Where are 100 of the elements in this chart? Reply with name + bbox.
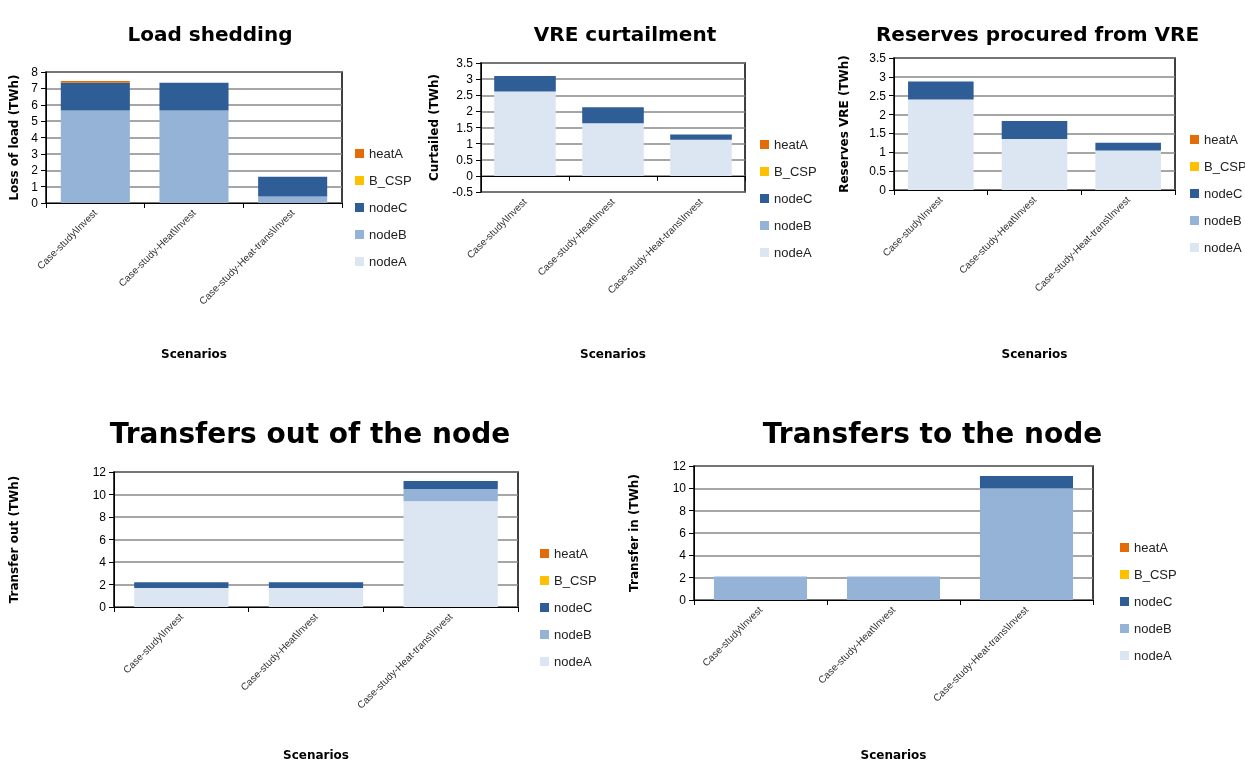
y-tick-label: 6 (31, 97, 39, 112)
chart-title: Load shedding (127, 22, 293, 46)
bar (403, 501, 498, 607)
y-tick-label: 1 (31, 179, 39, 194)
legend-label: heatA (774, 137, 809, 152)
y-tick-label: 3 (31, 146, 39, 161)
y-tick-label: 0 (466, 168, 474, 183)
y-tick-label: 4 (31, 130, 39, 145)
y-tick-label: 6 (679, 526, 687, 540)
legend-label: nodeB (1204, 213, 1242, 228)
bar (582, 123, 644, 176)
y-tick-label: 2 (31, 163, 39, 178)
y-tick-label: 3 (466, 72, 474, 87)
y-tick-label: 4 (679, 548, 687, 563)
y-tick-label: 2 (466, 104, 474, 119)
bar (134, 587, 229, 607)
legend-label: B_CSP (774, 164, 817, 179)
bar (1095, 142, 1161, 151)
y-tick-label: 2 (679, 570, 687, 585)
legend-label: B_CSP (1204, 159, 1245, 174)
legend-label: nodeA (774, 245, 812, 260)
y-axis-title: Transfer out (TWh) (7, 475, 21, 604)
chart-title: VRE curtailment (533, 22, 717, 46)
legend-label: B_CSP (369, 173, 412, 188)
y-tick-label: 0.5 (869, 164, 887, 179)
bar (582, 107, 644, 124)
legend-label: B_CSP (554, 573, 597, 588)
legend-label: nodeA (369, 254, 407, 269)
y-tick-label: 0 (31, 196, 39, 210)
chart-title: Reserves procured from VRE (875, 22, 1200, 46)
y-axis-title: Reserves VRE (TWh) (837, 55, 851, 193)
y-tick-label: 0 (679, 593, 687, 607)
bar (979, 476, 1074, 489)
legend-label: nodeC (369, 200, 408, 215)
legend-label: nodeA (1134, 648, 1172, 663)
y-tick-label: 8 (679, 503, 687, 518)
y-tick-label: 12 (92, 465, 107, 479)
y-tick-label: 8 (99, 510, 107, 524)
bar (134, 582, 229, 588)
legend-label: heatA (554, 546, 589, 561)
bar (403, 488, 498, 502)
y-tick-label: 12 (672, 459, 687, 473)
bar (60, 110, 130, 203)
bar (60, 82, 130, 111)
legend-label: nodeC (554, 600, 593, 615)
legend-label: nodeB (554, 627, 592, 642)
bar (258, 196, 328, 203)
legend-label: nodeB (369, 227, 407, 242)
x-axis-title: Scenarios (580, 347, 646, 361)
legend-label: nodeC (774, 191, 813, 206)
y-tick-label: 3.5 (869, 51, 887, 65)
bar (670, 134, 732, 140)
chart-title: Transfers out of the node (109, 416, 511, 450)
y-tick-label: 0 (99, 600, 107, 614)
bar (1095, 150, 1161, 190)
y-tick-label: 0 (879, 183, 887, 197)
bar (1001, 139, 1068, 190)
y-tick-label: 2.5 (456, 88, 474, 103)
legend-label: heatA (1204, 132, 1239, 147)
bar (268, 587, 364, 607)
y-tick-label: 1 (466, 136, 474, 151)
bar (1001, 120, 1068, 140)
legend-label: nodeA (1204, 240, 1242, 255)
y-tick-label: 1.5 (869, 126, 887, 141)
legend-label: heatA (369, 146, 404, 161)
legend-label: B_CSP (1134, 567, 1177, 582)
x-axis-title: Scenarios (161, 347, 227, 361)
y-tick-label: 1 (879, 145, 887, 160)
legend-label: nodeC (1134, 594, 1173, 609)
y-tick-label: 2 (99, 577, 107, 592)
bar (979, 488, 1074, 600)
x-axis-title: Scenarios (283, 748, 349, 762)
bar (494, 91, 556, 176)
y-tick-label: 6 (99, 532, 107, 547)
y-tick-label: 4 (99, 555, 107, 569)
y-axis-title: Curtailed (TWh) (427, 73, 441, 182)
bar (846, 576, 941, 600)
bar (713, 576, 808, 600)
y-tick-label: 2.5 (869, 88, 887, 103)
bar (908, 81, 974, 100)
y-tick-label: 7 (31, 81, 39, 96)
chart-title: Transfers to the node (762, 416, 1103, 450)
y-tick-label: 3 (879, 69, 887, 84)
y-tick-label: 8 (31, 65, 39, 79)
y-tick-label: 5 (31, 114, 39, 129)
y-tick-label: 3.5 (456, 56, 474, 70)
y-tick-label: 10 (92, 487, 107, 502)
y-axis-title: Transfer in (TWh) (627, 474, 641, 592)
legend-label: nodeC (1204, 186, 1243, 201)
y-tick-label: 2 (879, 107, 887, 122)
y-tick-label: 10 (672, 481, 687, 496)
bar (258, 176, 328, 197)
bar (268, 582, 364, 588)
bar (670, 139, 732, 176)
y-tick-label: 1.5 (456, 120, 474, 135)
y-tick-label: -0.5 (452, 185, 474, 199)
x-axis-title: Scenarios (860, 748, 927, 762)
bar (494, 75, 556, 92)
x-axis-title: Scenarios (1001, 347, 1068, 361)
legend-label: heatA (1134, 540, 1169, 555)
